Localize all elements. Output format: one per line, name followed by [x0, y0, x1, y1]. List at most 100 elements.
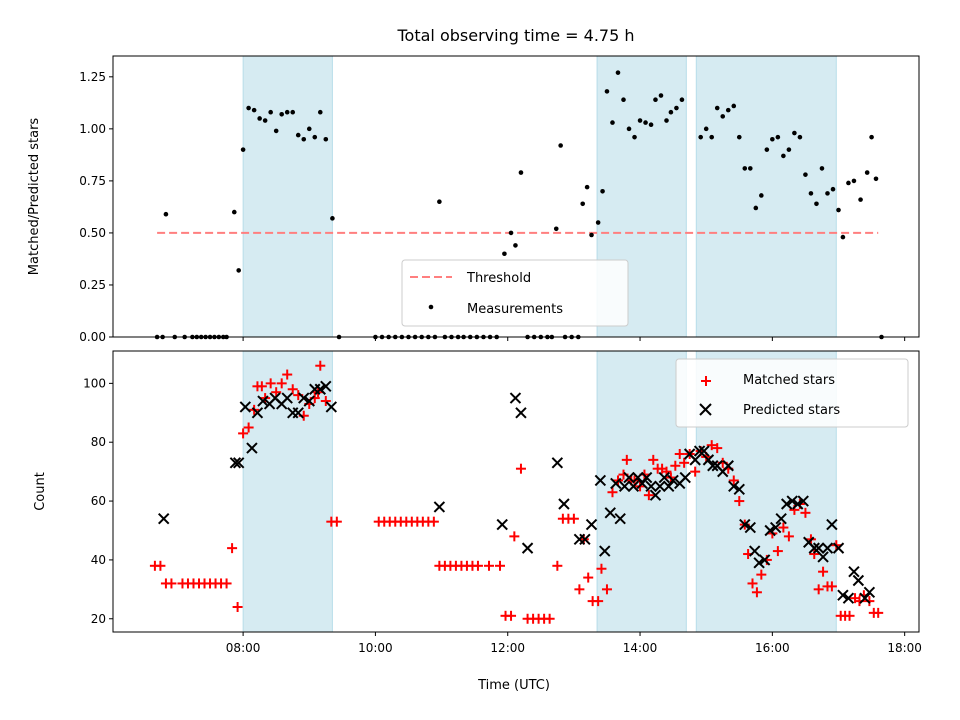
predicted-star-marker: [753, 557, 765, 569]
measurement-point: [648, 122, 654, 127]
predicted-marker-stroke: [239, 401, 252, 413]
measurement-point: [487, 334, 493, 340]
measurement-point: [814, 201, 819, 207]
matched-star-marker: [751, 587, 762, 598]
predicted-marker-stroke: [246, 442, 258, 454]
predicted-star-marker: [744, 521, 757, 534]
measurement-point: [836, 207, 841, 213]
predicted-star-marker: [667, 474, 679, 487]
measurement-point: [163, 211, 169, 217]
measurement-point: [467, 334, 473, 340]
predicted-marker-stroke: [325, 401, 338, 413]
predicted-star-marker: [604, 507, 616, 519]
measurement-point: [295, 132, 301, 138]
matched-star-marker: [506, 610, 517, 621]
predicted-star-marker: [158, 513, 170, 525]
predicted-star-marker: [551, 457, 564, 469]
count-y-ticks: 20 40 60 80 100: [83, 376, 113, 626]
predicted-marker-stroke: [826, 518, 838, 531]
measurement-point: [212, 334, 217, 340]
predicted-star-marker: [246, 442, 258, 454]
predicted-marker-stroke: [832, 542, 845, 554]
predicted-marker-stroke: [594, 474, 607, 487]
predicted-marker-stroke: [320, 380, 332, 393]
predicted-marker-stroke: [627, 480, 640, 493]
predicted-marker-stroke: [698, 445, 710, 457]
matched-star-marker: [679, 457, 690, 468]
matched-star-marker: [320, 396, 331, 407]
predicted-star-marker: [558, 498, 570, 510]
measurement-point: [626, 126, 632, 132]
predicted-marker-stroke: [852, 574, 865, 587]
measurement-point: [753, 205, 759, 211]
measurement-point: [502, 251, 507, 257]
matched-star-marker: [583, 572, 594, 583]
predicted-star-marker: [649, 489, 662, 501]
predicted-star-marker: [433, 501, 446, 513]
measurement-point: [455, 334, 461, 340]
predicted-star-marker: [775, 513, 787, 525]
measurement-point: [545, 334, 550, 340]
measurement-point: [399, 334, 405, 340]
measurement-point: [224, 334, 229, 340]
matched-star-marker: [265, 378, 276, 389]
ratio-y-tick-label: 0.50: [79, 226, 106, 240]
predicted-star-marker: [623, 471, 635, 484]
predicted-star-marker: [663, 480, 675, 493]
matched-star-marker: [809, 549, 820, 560]
measurement-point: [531, 334, 537, 340]
measurement-point: [257, 116, 262, 121]
predicted-star-marker: [780, 498, 793, 510]
ratio-y-tick-label: 1.00: [79, 122, 106, 136]
predicted-marker-stroke: [649, 489, 662, 501]
matched-star-marker: [552, 560, 563, 571]
measurement-point: [553, 226, 559, 232]
predicted-marker-stroke: [733, 483, 745, 496]
measurement-point: [674, 105, 679, 111]
predicted-star-marker: [645, 480, 657, 493]
predicted-marker-stroke: [257, 395, 269, 407]
predicted-star-marker: [303, 395, 315, 407]
measurement-point: [840, 234, 846, 240]
predicted-star-marker: [863, 586, 876, 598]
predicted-star-marker: [610, 477, 622, 490]
matched-star-marker: [601, 584, 612, 595]
predicted-marker-stroke: [817, 551, 829, 563]
predicted-star-marker: [509, 392, 522, 404]
observing-intervals-top: [242, 55, 837, 338]
measurement-point: [600, 188, 605, 194]
predicted-marker-stroke: [749, 545, 761, 557]
predicted-star-marker: [618, 480, 631, 493]
matched-star-marker: [509, 531, 520, 542]
measurement-point: [786, 147, 792, 152]
matched-legend-label: Matched stars: [743, 373, 835, 388]
measurement-point: [336, 334, 342, 340]
predicted-marker-stroke: [780, 498, 793, 510]
measurement-point: [437, 199, 442, 205]
predicted-star-marker: [722, 460, 734, 472]
matched-star-marker: [844, 610, 855, 621]
measurement-point: [698, 134, 703, 140]
measurement-point: [830, 186, 836, 192]
matched-star-marker: [256, 381, 267, 392]
matched-star-marker: [826, 581, 837, 592]
measurement-point: [679, 97, 685, 103]
matched-legend-swatch: [701, 376, 711, 386]
measurement-point: [392, 334, 398, 340]
count-y-tick-label: 100: [83, 376, 106, 390]
predicted-marker-stroke: [821, 542, 834, 554]
count-legend: Matched stars Predicted stars: [675, 358, 909, 428]
measurement-point: [216, 334, 222, 340]
matched-star-marker: [734, 496, 745, 507]
predicted-marker-stroke: [842, 592, 855, 604]
predicted-marker-stroke: [683, 448, 696, 460]
predicted-marker-stroke: [433, 501, 446, 513]
predicted-marker-stroke: [739, 518, 751, 531]
predicted-star-marker: [251, 407, 264, 419]
predicted-marker-stroke: [722, 460, 734, 472]
predicted-star-marker: [786, 495, 798, 507]
matched-star-marker: [515, 463, 526, 474]
measurement-point: [432, 334, 438, 340]
count-y-tick-label: 20: [91, 612, 106, 626]
predicted-star-marker: [832, 542, 845, 554]
